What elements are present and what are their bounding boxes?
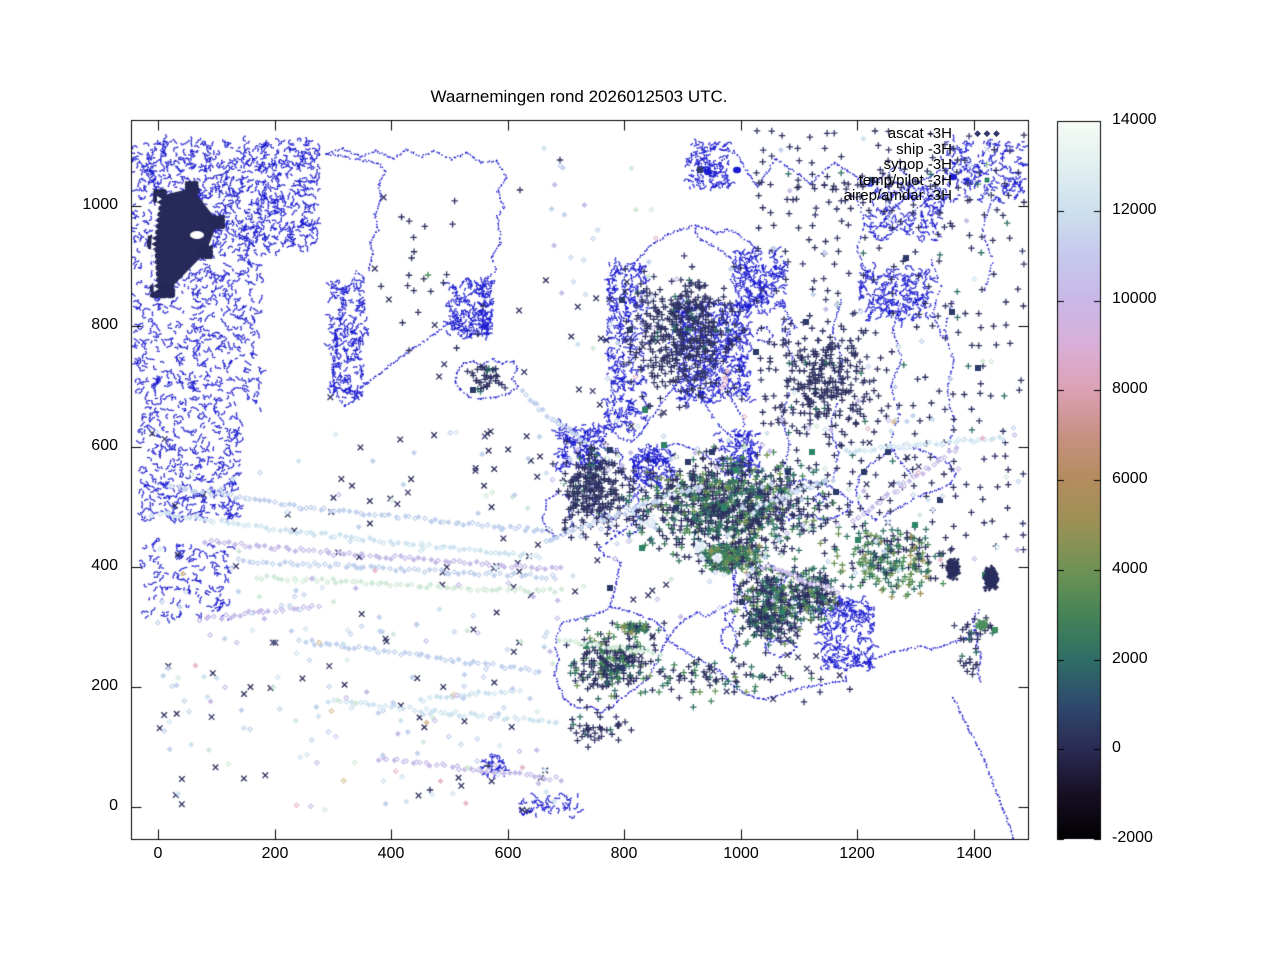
y-tick-label: 400 [91, 557, 118, 574]
colorbar-tick-label: 12000 [1112, 201, 1157, 218]
x-tick-label: 400 [377, 845, 405, 862]
legend-label: ascat -3H [887, 125, 952, 142]
x-tick-label: 0 [153, 845, 163, 862]
x-tick-label: 1400 [956, 845, 992, 862]
chart-title: Waarnemingen rond 2026012503 UTC. [430, 87, 728, 106]
synop-plus-icon: + [982, 156, 992, 173]
legend-row: synop -3H + [622, 157, 1022, 173]
legend-label: temp/pilot -3H [858, 171, 952, 189]
ship-cross-icon: × [982, 140, 992, 157]
colorbar-tick-label: 8000 [1112, 380, 1148, 397]
y-tick-label: 200 [91, 677, 118, 694]
colorbar-tick-label: 6000 [1112, 470, 1148, 487]
y-tick-label: 600 [91, 437, 118, 454]
legend: ascat -3H ◆ ◆ ◆ ship -3H × synop -3H + t… [622, 126, 1022, 204]
y-tick-label: 0 [109, 797, 118, 814]
colorbar-tick-label: 14000 [1112, 111, 1157, 128]
legend-label: synop -3H [883, 156, 952, 174]
x-tick-label: 600 [494, 845, 522, 862]
colorbar-tick-label: 0 [1112, 739, 1121, 756]
legend-row: airep/amdar -3H ◇ [622, 188, 1022, 204]
colorbar-tick-label: 10000 [1112, 290, 1157, 307]
legend-row: ship -3H × [622, 140, 1022, 158]
legend-label: airep/amdar -3H [843, 187, 952, 205]
x-tick-label: 1000 [723, 845, 759, 862]
x-tick-label: 1200 [839, 845, 875, 862]
colorbar-tick-label: 2000 [1112, 650, 1148, 667]
legend-row: temp/pilot -3H ■ [622, 173, 1022, 189]
airep-amdar-diamond-icon: ◇ [982, 189, 992, 202]
ascat-filled-diamond-icon: ◆ ◆ ◆ [974, 128, 1000, 138]
x-tick-label: 200 [261, 845, 289, 862]
y-tick-label: 800 [91, 316, 118, 333]
colorbar-tick-label: -2000 [1112, 829, 1153, 846]
legend-row: ascat -3H ◆ ◆ ◆ [622, 126, 1022, 142]
colorbar-tick-label: 4000 [1112, 560, 1148, 577]
temp-pilot-square-icon: ■ [983, 174, 991, 186]
legend-label: ship -3H [896, 140, 952, 158]
x-tick-label: 800 [610, 845, 638, 862]
y-tick-label: 1000 [82, 196, 118, 213]
